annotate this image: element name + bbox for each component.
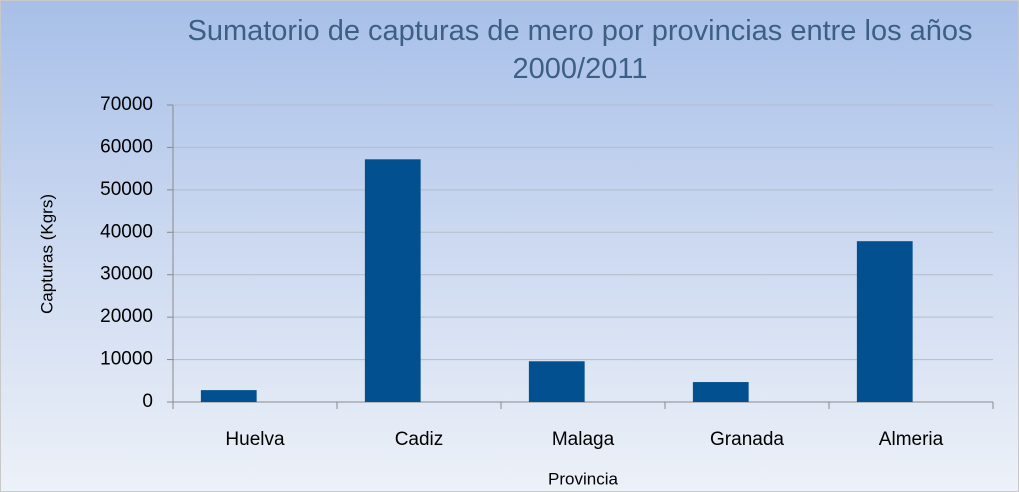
y-tick-label: 0 xyxy=(142,391,153,412)
y-tick-label: 50000 xyxy=(100,179,153,200)
x-tick-label: Almeria xyxy=(879,429,944,450)
bar xyxy=(692,382,749,402)
y-tick-label: 70000 xyxy=(100,94,153,115)
x-tick-label: Cadiz xyxy=(395,429,444,450)
x-axis-label: Provincia xyxy=(548,469,618,488)
y-tick-label: 40000 xyxy=(100,221,153,242)
chart-title: Sumatorio de capturas de mero por provin… xyxy=(187,15,973,85)
x-tick-label: Malaga xyxy=(552,429,615,450)
y-tick-label: 30000 xyxy=(100,264,153,285)
y-axis-label: Capturas (Kgrs) xyxy=(37,194,56,314)
bar xyxy=(856,241,913,402)
x-tick-label: Huelva xyxy=(225,429,285,450)
y-tick-label: 10000 xyxy=(100,349,153,370)
bar xyxy=(528,361,585,402)
x-tick-label: Granada xyxy=(710,429,784,450)
bar xyxy=(364,159,421,402)
y-tick-label: 60000 xyxy=(100,136,153,157)
y-tick-label: 20000 xyxy=(100,306,153,327)
bar xyxy=(200,390,257,402)
